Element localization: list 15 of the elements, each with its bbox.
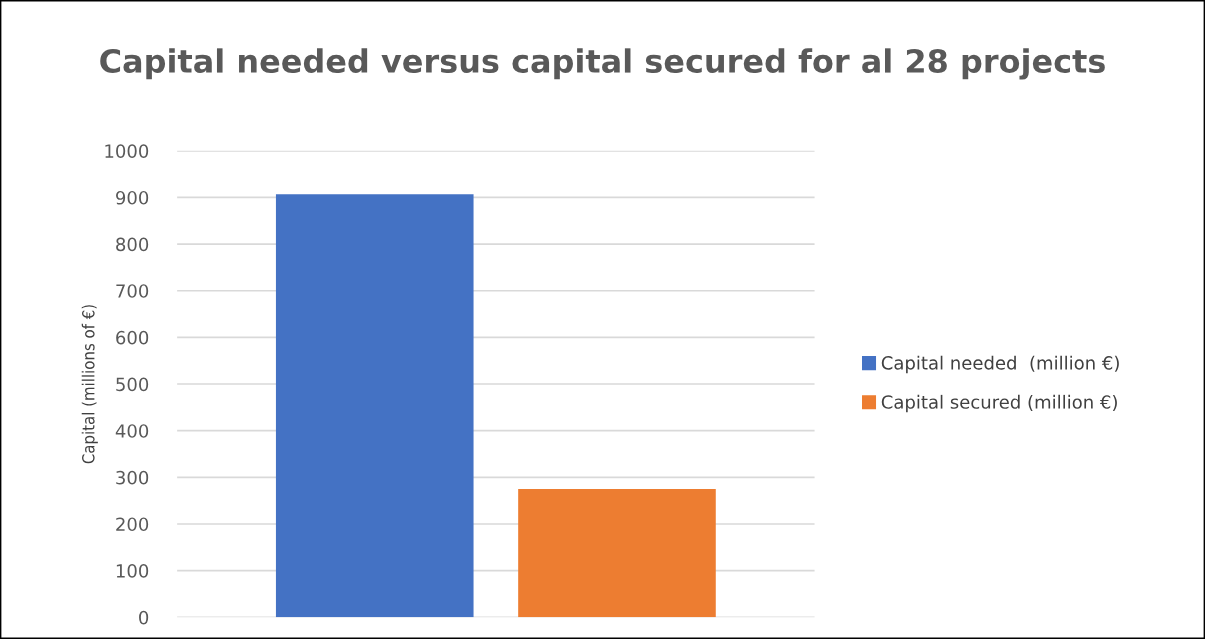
y-tick-label: 900 bbox=[116, 190, 149, 205]
y-tick-label: 700 bbox=[116, 284, 149, 298]
y-tick-label: 300 bbox=[116, 470, 149, 485]
y-tick-label: 0 bbox=[139, 610, 149, 625]
y-tick-label: 100 bbox=[116, 564, 149, 578]
y-tick-label: 200 bbox=[116, 517, 149, 532]
y-axis-title: Capital (millions of €) bbox=[81, 305, 98, 464]
legend-label: Capital secured (million €) bbox=[881, 394, 1117, 413]
y-tick-label: 400 bbox=[115, 424, 149, 438]
y-tick-label: 1000 bbox=[105, 144, 149, 158]
y-tick-label: 500 bbox=[116, 377, 149, 392]
y-tick-label: 600 bbox=[116, 330, 149, 345]
legend-label: Capital needed (million €) bbox=[881, 355, 1119, 374]
chart-title: Capital needed versus capital secured for al 28 projects bbox=[100, 48, 1105, 80]
y-tick-label: 800 bbox=[116, 237, 149, 252]
